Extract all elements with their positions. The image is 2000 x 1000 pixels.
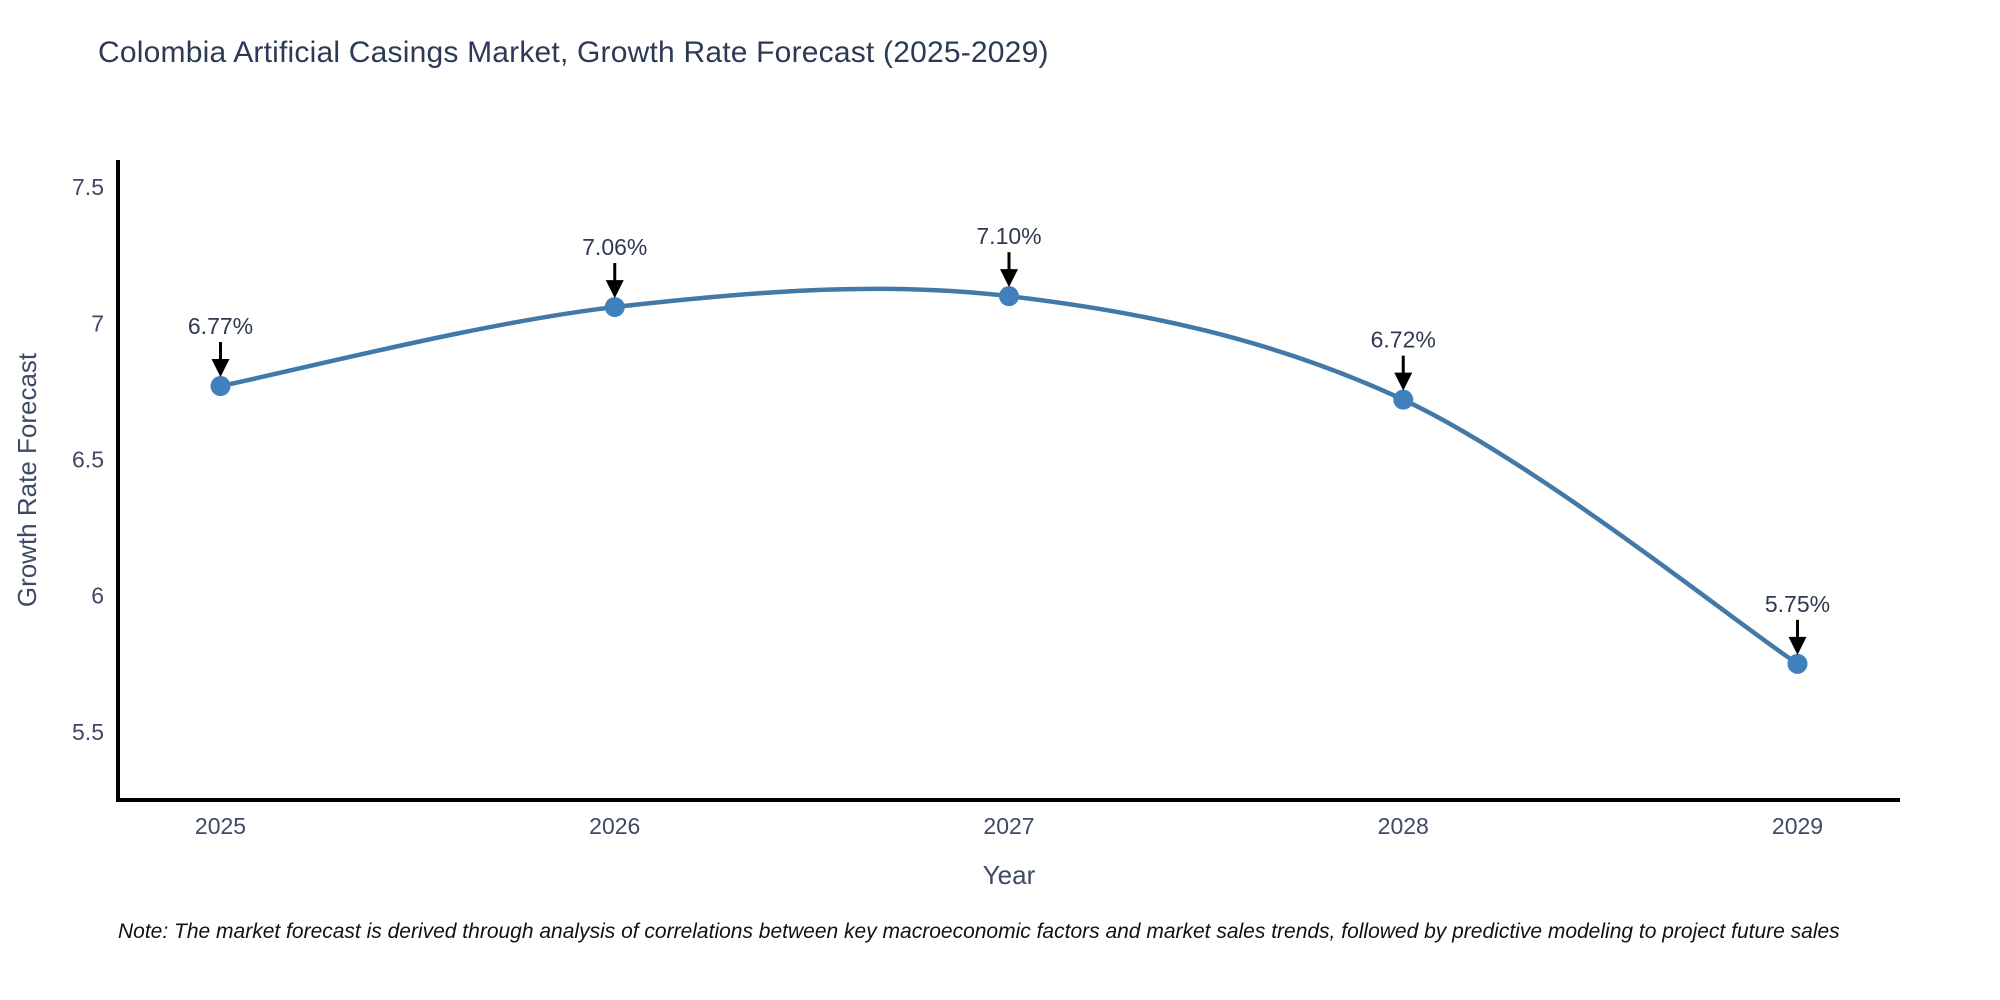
annotation-arrow-head — [1788, 636, 1807, 655]
data-point-marker — [1393, 389, 1414, 410]
x-tick-label: 2029 — [1772, 813, 1823, 839]
y-tick-label: 7.5 — [72, 174, 104, 200]
axis-spines — [116, 160, 1900, 802]
annotation-arrow-head — [1394, 372, 1413, 391]
footnote: Note: The market forecast is derived thr… — [118, 920, 1840, 943]
data-point-marker — [604, 297, 625, 318]
data-point-marker — [999, 286, 1019, 307]
data-point-label: 6.72% — [1371, 327, 1436, 353]
y-tick-label: 5.5 — [72, 719, 104, 745]
y-tick-label: 6.5 — [72, 447, 104, 473]
annotation-arrow-head — [1000, 269, 1018, 288]
x-tick-label: 2028 — [1378, 813, 1429, 839]
annotation-arrow-head — [605, 280, 624, 299]
x-tick-label: 2026 — [589, 813, 640, 839]
data-point-label: 6.77% — [188, 313, 253, 339]
chart-title: Colombia Artificial Casings Market, Grow… — [98, 36, 1049, 69]
y-axis-title: Growth Rate Forecast — [12, 352, 42, 607]
data-point-marker — [1787, 653, 1808, 674]
data-point-label: 7.06% — [582, 234, 647, 260]
data-point-label: 5.75% — [1765, 591, 1830, 617]
x-tick-label: 2025 — [195, 813, 246, 839]
annotation-arrow-head — [211, 359, 230, 378]
y-tick-label: 6 — [91, 583, 104, 609]
data-point-marker — [210, 376, 231, 397]
x-tick-label: 2027 — [983, 813, 1034, 839]
y-tick-label: 7 — [91, 310, 104, 336]
forecast-line — [218, 286, 1800, 667]
data-point-label: 7.10% — [976, 223, 1041, 249]
x-axis-title: Year — [983, 860, 1036, 890]
